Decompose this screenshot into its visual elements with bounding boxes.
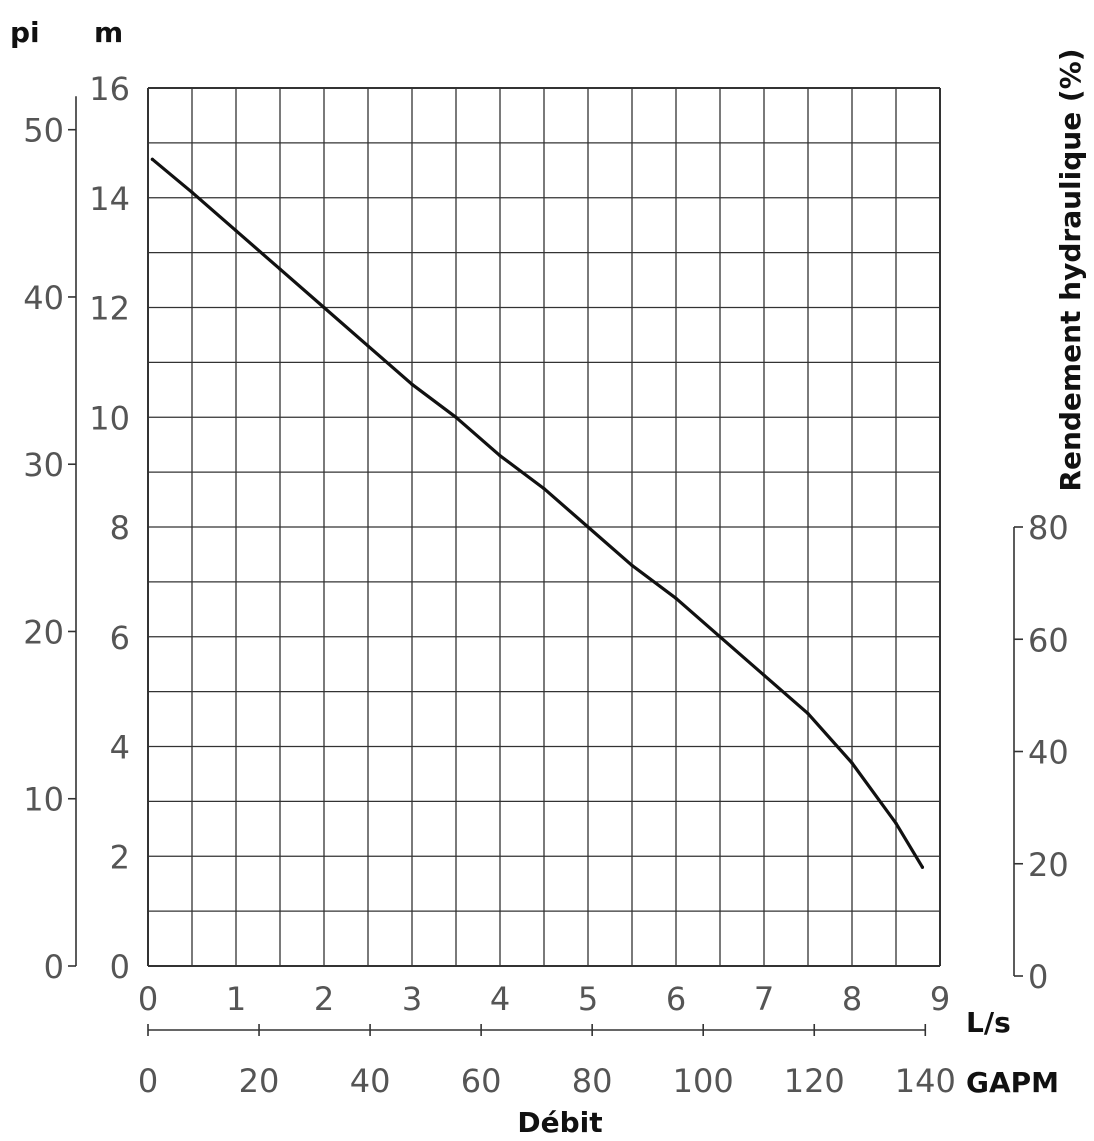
series-line <box>150 157 924 869</box>
y-metre-tick-label: 10 <box>89 399 130 437</box>
chart-series <box>150 157 925 869</box>
y-metre-tick-label: 16 <box>89 70 130 108</box>
x-ls-tick-label: 4 <box>490 980 510 1018</box>
x2-gapm-tick-label: 0 <box>138 1062 158 1100</box>
y2-tick-label: 0 <box>1028 958 1048 996</box>
x-ls-tick-label: 7 <box>754 980 774 1018</box>
y-metre-tick-label: 8 <box>110 509 130 547</box>
series-point <box>894 821 898 825</box>
y2-tick-label: 20 <box>1028 846 1069 884</box>
series-point <box>586 525 590 529</box>
x-ls-tick-label: 5 <box>578 980 598 1018</box>
x-ls-tick-label: 1 <box>226 980 246 1018</box>
y-feet-tick-label: 10 <box>23 781 64 819</box>
y-metre-tick-label: 6 <box>110 619 130 657</box>
unit-label-pi: pi <box>10 16 40 49</box>
x-ls-tick-label: 0 <box>138 980 158 1018</box>
unit-label-gapm: GAPM <box>966 1066 1059 1099</box>
series-point <box>674 596 678 600</box>
x-ls-tick-label: 6 <box>666 980 686 1018</box>
y-metre-tick-label: 14 <box>89 180 130 218</box>
series-point <box>762 673 766 677</box>
series-point <box>718 635 722 639</box>
series-point <box>920 865 925 869</box>
x2-gapm-tick-label: 140 <box>895 1062 956 1100</box>
y2-tick-label: 80 <box>1028 509 1069 547</box>
chart-axes <box>68 96 1023 1036</box>
x-ls-tick-label: 9 <box>930 980 950 1018</box>
series-point <box>190 190 194 194</box>
x2-gapm-tick-label: 60 <box>461 1062 502 1100</box>
series-point <box>150 157 154 161</box>
y2-tick-label: 40 <box>1028 734 1069 772</box>
series-point <box>498 454 502 458</box>
series-point <box>850 761 854 765</box>
x2-gapm-tick-label: 120 <box>784 1062 845 1100</box>
y2-tick-label: 60 <box>1028 621 1069 659</box>
series-point <box>410 382 414 386</box>
y2-axis-title: Rendement hydraulique (%) <box>1054 48 1087 491</box>
x-ls-tick-label: 8 <box>842 980 862 1018</box>
y-feet-tick-label: 0 <box>44 948 64 986</box>
y-metre-tick-label: 12 <box>89 290 130 328</box>
y-metre-tick-label: 0 <box>110 948 130 986</box>
series-point <box>366 344 370 348</box>
y-feet-tick-label: 30 <box>23 446 64 484</box>
unit-label-ls: L/s <box>966 1006 1011 1039</box>
unit-label-m: m <box>94 16 123 49</box>
x-ls-tick-label: 3 <box>402 980 422 1018</box>
series-point <box>454 415 458 419</box>
series-point <box>234 229 238 233</box>
series-point <box>322 305 326 310</box>
y-feet-tick-label: 20 <box>23 613 64 651</box>
x2-gapm-tick-label: 40 <box>350 1062 391 1100</box>
x2-gapm-tick-label: 20 <box>239 1062 280 1100</box>
x2-gapm-tick-label: 100 <box>673 1062 734 1100</box>
series-point <box>542 486 546 491</box>
series-point <box>630 563 634 568</box>
series-point <box>278 267 282 271</box>
chart-grid <box>147 87 941 967</box>
x2-gapm-tick-label: 80 <box>572 1062 613 1100</box>
x-axis-title: Débit <box>517 1106 602 1139</box>
y-feet-tick-label: 40 <box>23 279 64 317</box>
y-metre-tick-label: 2 <box>110 838 130 876</box>
x-ls-tick-label: 2 <box>314 980 334 1018</box>
series-point <box>806 711 810 716</box>
y-feet-tick-label: 50 <box>23 112 64 150</box>
y-metre-tick-label: 4 <box>110 729 130 767</box>
